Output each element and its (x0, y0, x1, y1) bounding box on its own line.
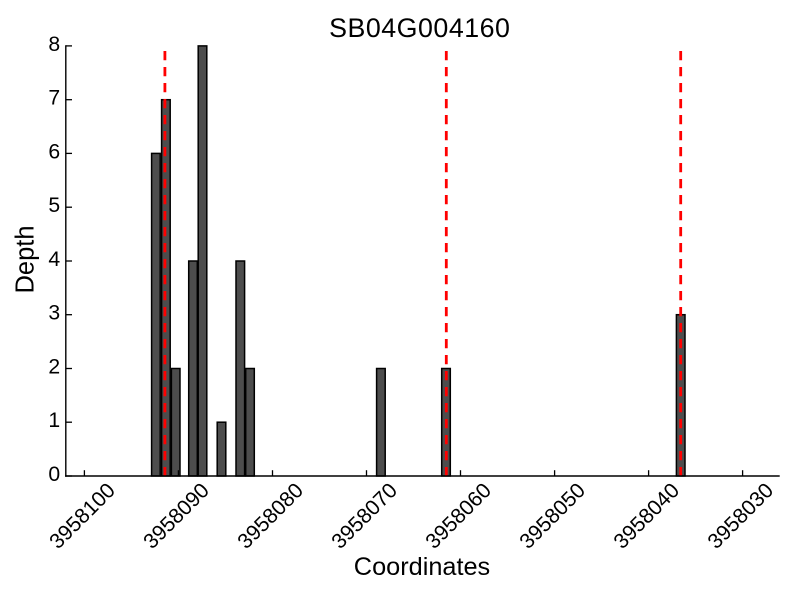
svg-text:0: 0 (48, 463, 60, 486)
svg-text:SB04G004160: SB04G004160 (329, 13, 510, 43)
svg-text:7: 7 (48, 87, 60, 110)
svg-text:3958050: 3958050 (515, 479, 590, 554)
svg-text:Depth: Depth (12, 225, 40, 293)
svg-text:5: 5 (48, 194, 60, 217)
svg-text:3958090: 3958090 (139, 479, 214, 554)
svg-text:8: 8 (48, 33, 60, 56)
svg-text:3958040: 3958040 (610, 479, 685, 554)
svg-text:Coordinates: Coordinates (354, 553, 490, 581)
svg-text:4: 4 (48, 248, 60, 271)
svg-text:3958060: 3958060 (421, 479, 496, 554)
svg-text:1: 1 (48, 409, 60, 432)
svg-text:3958080: 3958080 (233, 479, 308, 554)
svg-text:3958070: 3958070 (327, 479, 402, 554)
svg-text:2: 2 (48, 356, 60, 379)
svg-text:3958100: 3958100 (45, 479, 120, 554)
svg-text:3958030: 3958030 (704, 479, 779, 554)
svg-text:3: 3 (48, 302, 60, 325)
svg-text:6: 6 (48, 140, 60, 163)
